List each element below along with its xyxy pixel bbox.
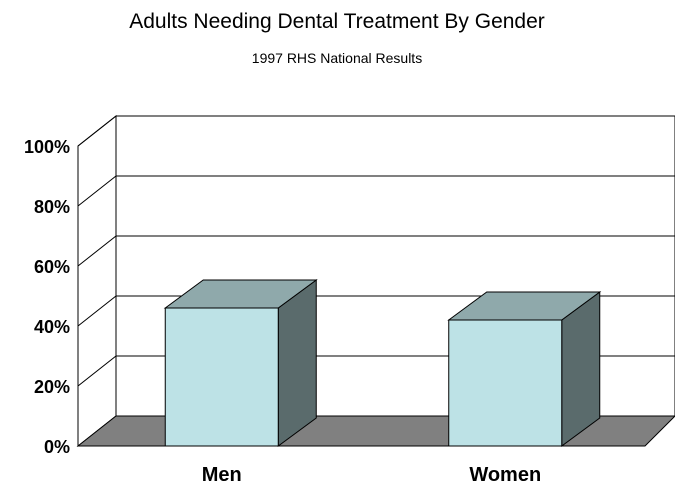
chart-title: Adults Needing Dental Treatment By Gende… bbox=[129, 10, 545, 33]
chart-subtitle: 1997 RHS National Results bbox=[252, 50, 422, 66]
bar-front bbox=[448, 319, 563, 447]
bar bbox=[163, 279, 318, 447]
side-wall bbox=[77, 114, 117, 448]
x-tick-label: Men bbox=[202, 464, 242, 485]
y-tick-label: 100% bbox=[24, 137, 70, 157]
grid-line bbox=[77, 235, 675, 267]
y-tick-label: 0% bbox=[44, 437, 70, 457]
y-tick-label: 20% bbox=[34, 377, 70, 397]
y-tick-label: 60% bbox=[34, 257, 70, 277]
bar-front bbox=[164, 307, 279, 447]
bar-side bbox=[277, 279, 317, 447]
x-tick-label: Women bbox=[469, 464, 541, 485]
y-tick-label: 80% bbox=[34, 197, 70, 217]
x-axis-ticks: Men Women bbox=[202, 464, 541, 485]
grid-line bbox=[77, 115, 675, 147]
bar bbox=[447, 291, 602, 447]
grid-line bbox=[77, 175, 675, 207]
y-tick-label: 40% bbox=[34, 317, 70, 337]
bars bbox=[163, 279, 602, 447]
y-axis-ticks: 0% 20% 40% 60% 80% 100% bbox=[24, 137, 70, 457]
